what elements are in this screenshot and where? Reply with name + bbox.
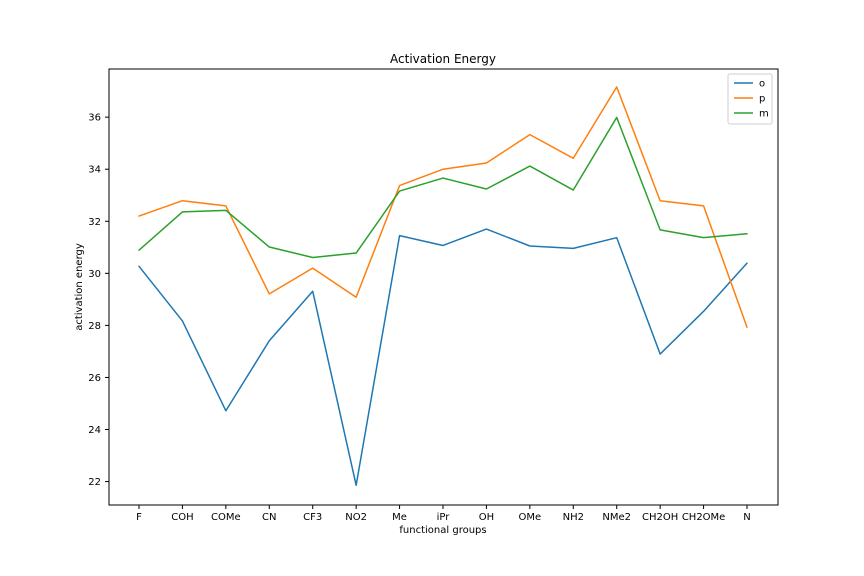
x-tick-label: NO2 bbox=[345, 512, 367, 523]
x-tick-label: NMe2 bbox=[602, 512, 631, 523]
legend-label-m: m bbox=[759, 109, 769, 120]
y-axis-ticks: 22 24 26 28 30 32 34 36 bbox=[88, 113, 109, 488]
x-axis-ticks: F COH COMe CN CF3 NO2 Me iPr OH OMe NH2 NMe2 CH2OH CH… bbox=[136, 505, 751, 523]
series-lines bbox=[138, 86, 748, 486]
x-tick-label: iPr bbox=[437, 512, 451, 523]
chart-title: Activation Energy bbox=[390, 52, 496, 66]
plot-frame bbox=[108, 68, 779, 506]
x-tick-label: COH bbox=[171, 512, 193, 523]
series-p-line bbox=[138, 86, 748, 328]
y-tick-label: 22 bbox=[88, 477, 101, 488]
y-tick-label: 24 bbox=[88, 425, 101, 436]
y-tick-label: 34 bbox=[88, 165, 101, 176]
y-tick-label: 26 bbox=[88, 373, 101, 384]
y-tick-label: 36 bbox=[88, 113, 101, 124]
x-tick-label: COMe bbox=[211, 512, 241, 523]
x-tick-label: OMe bbox=[519, 512, 542, 523]
y-tick-label: 30 bbox=[88, 269, 101, 280]
x-tick-label: N bbox=[743, 512, 750, 523]
x-tick-label: OH bbox=[479, 512, 494, 523]
series-m-line bbox=[138, 116, 748, 259]
legend-label-o: o bbox=[759, 79, 765, 90]
x-tick-label: CH2OH bbox=[642, 512, 678, 523]
y-tick-label: 32 bbox=[88, 217, 101, 228]
x-tick-label: F bbox=[136, 512, 142, 523]
y-axis-label: activation energy bbox=[74, 243, 85, 331]
series-o-line bbox=[138, 228, 748, 486]
x-axis-label: functional groups bbox=[399, 525, 486, 536]
y-tick-label: 28 bbox=[88, 321, 101, 332]
legend-box bbox=[727, 73, 773, 125]
legend-label-p: p bbox=[759, 94, 765, 105]
x-tick-label: CN bbox=[262, 512, 276, 523]
x-tick-label: Me bbox=[392, 512, 407, 523]
x-tick-label: CH2OMe bbox=[682, 512, 726, 523]
x-tick-label: NH2 bbox=[563, 512, 584, 523]
plot-axes bbox=[108, 68, 779, 506]
x-tick-label: CF3 bbox=[303, 512, 322, 523]
legend: opm bbox=[727, 73, 773, 125]
